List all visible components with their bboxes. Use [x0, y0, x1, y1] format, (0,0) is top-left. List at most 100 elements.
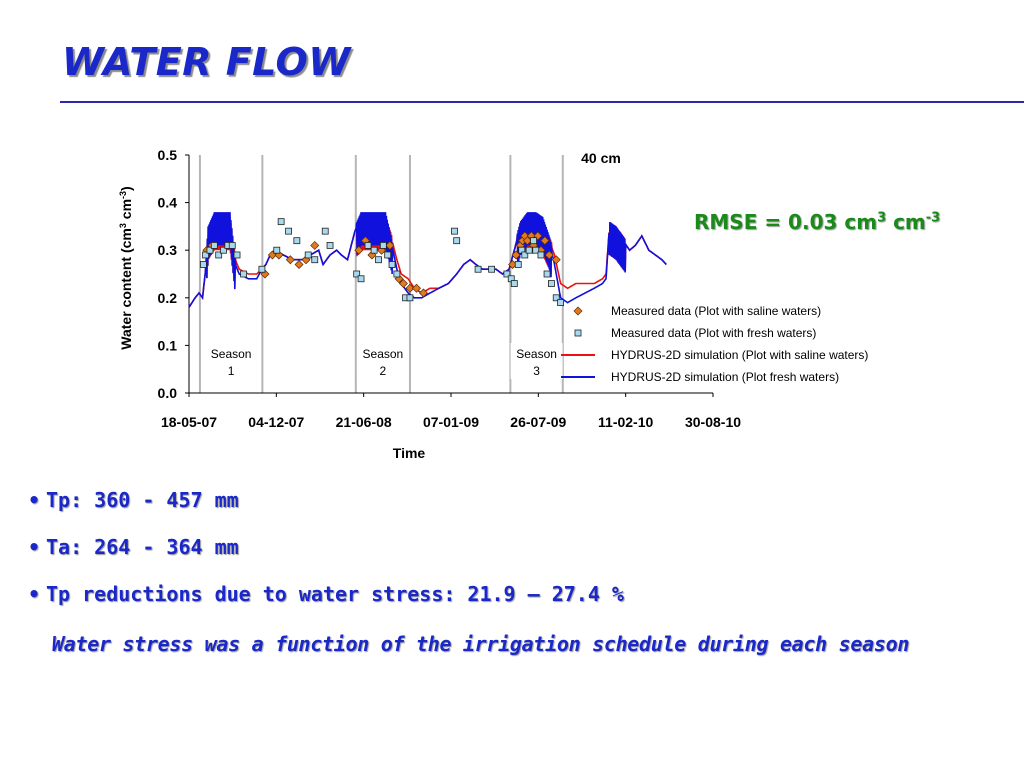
season-label-bg [356, 343, 409, 379]
fresh-measured-point [525, 246, 533, 254]
fresh-measured-point [293, 237, 301, 245]
measured-markers [200, 218, 565, 306]
saline-measured-point [511, 250, 521, 260]
saline-measured-point [412, 283, 421, 293]
season-boundaries [198, 155, 564, 393]
fresh-measured-point [210, 242, 218, 249]
fresh-measured-point [215, 251, 223, 259]
fresh-measured-point [543, 270, 551, 278]
x-tick-label: 26-07-09 [510, 414, 566, 430]
fresh-measured-point [406, 294, 414, 302]
fresh-measured-point [379, 242, 387, 249]
season-label-line1: Season [516, 347, 557, 361]
bullet-reduction: • Tp reductions due to water stress: 21.9… [28, 582, 624, 606]
y-tick-label: 0.0 [158, 385, 178, 401]
fresh-measured-point [453, 237, 461, 245]
y-axis-label: Water content (cm3 cm-3) [118, 186, 134, 349]
fresh-measured-point [321, 227, 329, 235]
x-tick-label: 11-02-10 [598, 414, 653, 430]
x-tick-label: 04-12-07 [248, 414, 304, 430]
fresh-measured-point [240, 270, 247, 278]
legend-diamond-marker [573, 306, 583, 316]
fresh-measured-point [510, 280, 518, 287]
x-tick-label: 30-08-10 [685, 414, 741, 430]
fresh-measured-point [273, 246, 281, 254]
fresh-measured-point [537, 251, 545, 259]
fresh-measured-point [370, 246, 378, 254]
fresh-measured-point [285, 227, 292, 235]
y-tick-label: 0.4 [158, 195, 178, 211]
fresh-measured-point [233, 251, 241, 259]
water-stress-note: Water stress was a function of the irrig… [52, 632, 910, 656]
saline-measured-point [405, 283, 415, 293]
simulation-lines [188, 212, 667, 308]
saline-measured-point [354, 245, 364, 255]
season-label-line1: Season [211, 347, 252, 361]
y-tick-label: 0.1 [158, 337, 178, 353]
x-tick-label: 18-05-07 [161, 414, 217, 430]
fresh-measured-point [521, 251, 529, 259]
fresh-measured-point [532, 246, 540, 254]
legend-square-marker [574, 329, 582, 337]
legend-label: HYDRUS-2D simulation (Plot fresh waters) [611, 370, 839, 384]
fresh-measured-point [200, 261, 207, 268]
x-tick-label: 21-06-08 [336, 414, 392, 430]
saline-measured-point [544, 250, 554, 260]
fresh-measured-point [451, 227, 458, 235]
chart-axes [185, 154, 714, 397]
saline-measured-point [522, 236, 532, 246]
x-tick-label: 07-01-09 [423, 414, 479, 430]
fresh-measured-point [530, 237, 537, 245]
bullet-ta: • Ta: 264 - 364 mm [28, 535, 239, 559]
depth-annotation: 40 cm [581, 150, 621, 166]
y-tick-labels: 0.0 0.1 0.2 0.3 0.4 0.5 [158, 147, 178, 401]
fresh-measured-point [552, 294, 560, 302]
fresh-measured-point [557, 299, 565, 306]
fresh-measured-point [474, 265, 482, 273]
fresh-measured-point [353, 270, 361, 278]
water-content-chart: 0.0 0.1 0.2 0.3 0.4 0.5 18-05-07 04-12-07 21-06… [118, 147, 868, 461]
rmse-label: RMSE = 0.03 cm3 cm-3 [694, 210, 941, 234]
fresh-measured-point [228, 242, 236, 249]
fresh-measured-point [375, 256, 382, 264]
fresh-measured-point [311, 256, 319, 264]
fresh-measured-point [384, 251, 392, 259]
season-label-bg [205, 343, 258, 379]
season-label-line2: 2 [380, 364, 387, 378]
season-label-line1: Season [363, 347, 404, 361]
y-tick-label: 0.3 [158, 242, 178, 258]
fresh-measured-point [206, 246, 214, 254]
bullet-tp: • Tp: 360 - 457 mm [28, 488, 239, 512]
title-divider [60, 101, 1024, 103]
legend-label: Measured data (Plot with saline waters) [611, 304, 821, 318]
saline-measured-point [385, 240, 395, 250]
y-tick-label: 0.5 [158, 147, 178, 163]
saline-measured-point [551, 255, 561, 265]
saline-measured-point [540, 236, 550, 246]
slide-title: WATER FLOW [62, 40, 351, 84]
fresh-measured-point [202, 251, 209, 259]
saline-measured-point [285, 255, 295, 265]
x-axis-label: Time [393, 445, 426, 461]
x-tick-labels: 18-05-07 04-12-07 21-06-08 07-01-09 26-07-09… [161, 414, 741, 430]
fresh-measured-point [488, 265, 496, 273]
fresh-measured-point [548, 280, 555, 287]
legend-label: HYDRUS-2D simulation (Plot with saline w… [611, 348, 868, 362]
fresh-measured-point [364, 242, 372, 249]
fresh-measured-point [388, 261, 396, 268]
fresh-measured-point [304, 251, 312, 259]
season-label-line2: 3 [533, 364, 540, 378]
fresh-measured-point [326, 242, 334, 249]
fresh-measured-point [514, 261, 522, 268]
saline-measured-point [310, 240, 320, 250]
fresh-measured-point [277, 218, 285, 226]
fresh-measured-point [220, 246, 227, 254]
bullet-list: • Tp: 360 - 457 mm • Ta: 264 - 364 mm • Tp … [28, 488, 624, 629]
season-label-bg [510, 343, 563, 379]
fresh-measured-point [258, 265, 266, 273]
fresh-measured-point [393, 270, 401, 278]
y-tick-label: 0.2 [158, 290, 178, 306]
legend-label: Measured data (Plot with fresh waters) [611, 326, 816, 340]
chart-legend: Measured data (Plot with saline waters) M… [561, 304, 868, 384]
season-labels: Season 1 Season 2 Season 3 [205, 343, 563, 379]
